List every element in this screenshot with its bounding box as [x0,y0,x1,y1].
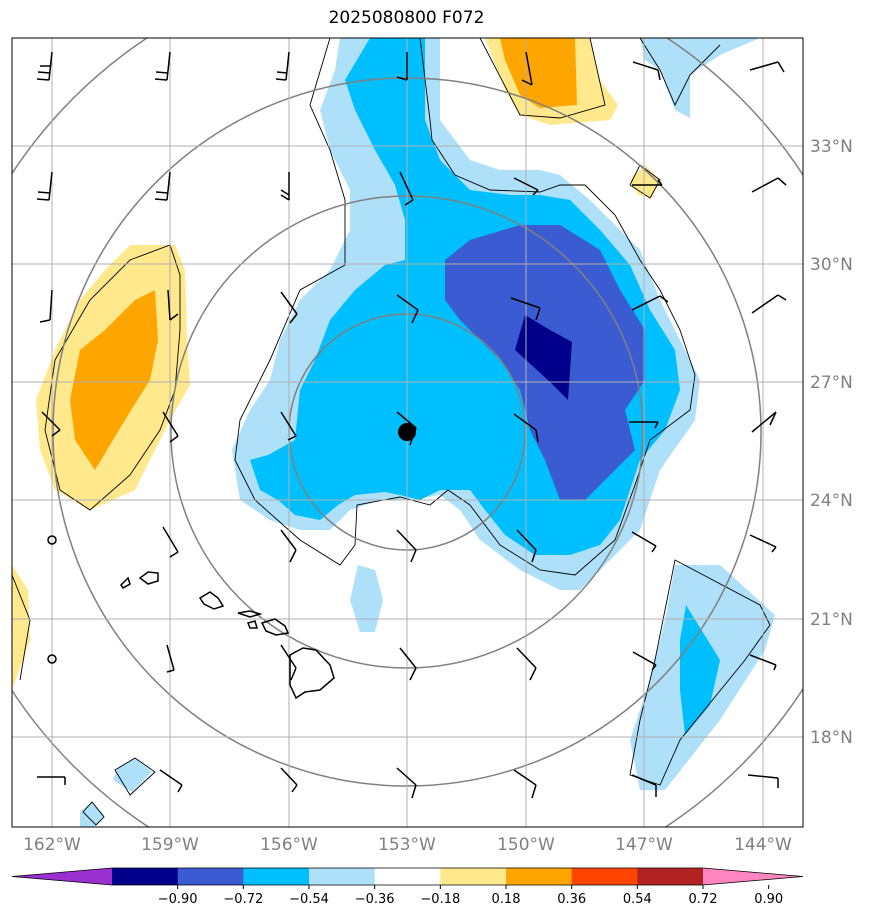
colorbar-tick-label: −0.18 [420,892,460,907]
contour-orange-west [70,290,158,470]
colorbar-segment [506,868,573,885]
island-oahu [198,591,225,610]
colorbar-tick-label: −0.36 [355,892,395,907]
island-small [47,654,57,664]
colorbar-segment [309,868,376,885]
colorbar-segment [243,868,310,885]
lon-label: 144°W [734,835,792,855]
contour-light-blue-sw1 [113,758,152,792]
colorbar-tick-label: 0.72 [689,892,718,907]
colorbar-segment [440,868,507,885]
longitude-labels: 162°W 159°W 156°W 153°W 150°W 147°W 144°… [23,835,792,855]
contour-yellow-left-edge [12,565,30,690]
colorbar-segment [571,868,638,885]
colorbar-tick-label: −0.54 [289,892,329,907]
colorbar-extend-high [703,868,803,885]
storm-center-marker [398,423,416,441]
lat-label: 33°N [810,137,853,157]
colorbar-segment [177,868,244,885]
colorbar-tick-label: −0.90 [158,892,198,907]
contour-light-blue-south [350,565,383,632]
colorbar-segment [112,868,179,885]
lat-label: 27°N [810,373,853,393]
latitude-labels: 33°N 30°N 27°N 24°N 21°N 18°N [810,137,853,748]
contour-light-blue-ne [640,38,760,118]
colorbar-outline [11,867,804,886]
lon-label: 159°W [141,835,199,855]
colorbar-tick-label: 0.54 [623,892,652,907]
island-kauai-small [120,576,131,589]
map-title: 2025080800 F072 [328,8,485,28]
island-molokai [237,610,263,618]
colorbar-tick-label: 0.36 [557,892,586,907]
colorbar-tick-label: −0.72 [223,892,263,907]
contour-navy [515,315,572,400]
island-big-island [289,647,335,700]
colorbar-tick-label: 0.90 [754,892,783,907]
island-lanai [246,620,258,629]
lat-label: 30°N [810,255,853,275]
lon-label: 147°W [615,835,673,855]
island-niihau-area [47,535,57,545]
wind-barbs [36,51,787,799]
colorbar-segment [374,868,441,885]
coastlines-hawaii [47,535,335,700]
colorbar-tick-label: 0.18 [492,892,521,907]
lat-label: 18°N [810,728,853,748]
lat-label: 24°N [810,491,853,511]
island-maui [260,618,290,636]
lon-label: 162°W [23,835,81,855]
contour-light-blue-sw2 [80,802,104,827]
gridlines [12,38,803,827]
lon-label: 153°W [378,835,436,855]
zero-contours [12,38,771,826]
contour-orange-north [500,38,577,108]
lon-label: 156°W [260,835,318,855]
lat-label: 21°N [810,610,853,630]
colorbar-extend-low [12,868,112,885]
colorbar: −0.90 −0.72 −0.54 −0.36 −0.18 0.18 0.36 0.54 0.7… [11,867,804,907]
plot-frame [11,37,804,828]
lon-label: 150°W [497,835,555,855]
colorbar-segment [637,868,704,885]
island-kauai [138,571,159,585]
